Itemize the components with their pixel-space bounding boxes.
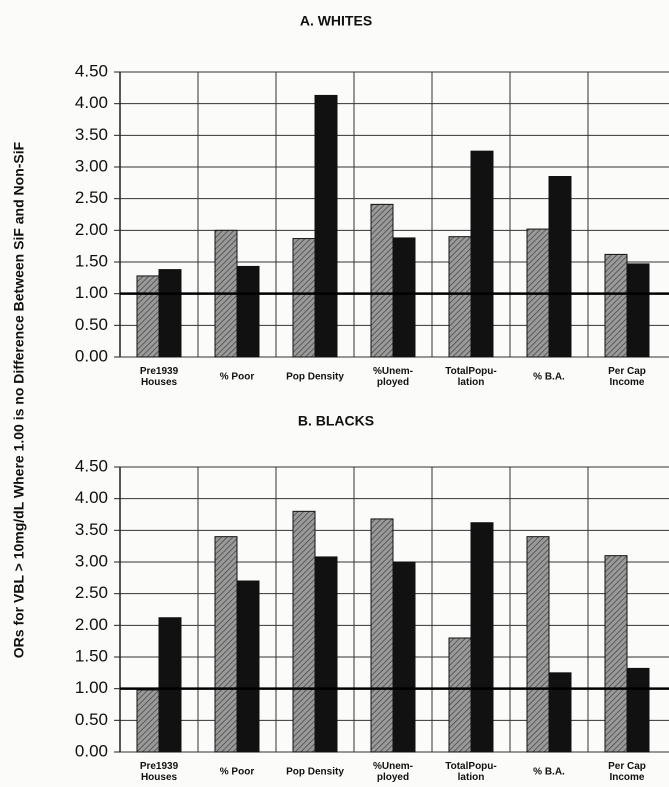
bar xyxy=(392,237,416,358)
bar xyxy=(526,536,550,753)
bar xyxy=(626,667,650,753)
bar xyxy=(448,236,472,358)
y-tick-label: 4.50 xyxy=(75,61,108,80)
y-tick-label: 3.50 xyxy=(75,125,108,144)
y-tick-label: 1.00 xyxy=(75,678,108,697)
y-tick-label: 1.00 xyxy=(75,283,108,302)
y-tick-label: 3.00 xyxy=(75,156,108,175)
y-tick-label: 2.50 xyxy=(75,583,108,602)
bar xyxy=(236,265,260,358)
x-tick-label: % Poor xyxy=(220,372,255,383)
y-tick-label: 4.50 xyxy=(75,456,108,475)
bar xyxy=(158,617,182,753)
y-tick-label: 0.50 xyxy=(75,710,108,729)
bar xyxy=(292,238,316,358)
x-tick-label: Pre1939 Houses xyxy=(140,366,179,388)
x-tick-label: %Unem-ployed xyxy=(373,366,413,388)
x-tick-label: Pop Density xyxy=(286,767,344,778)
bar xyxy=(214,536,238,753)
x-tick-label: Per Cap Income xyxy=(608,366,646,388)
y-tick-label: 4.00 xyxy=(75,488,108,507)
bar xyxy=(136,275,160,358)
bar xyxy=(314,94,338,358)
y-tick-label: 2.50 xyxy=(75,188,108,207)
bar xyxy=(136,689,160,753)
bar xyxy=(158,269,182,358)
y-tick-label: 1.50 xyxy=(75,251,108,270)
y-axis-label: ORs for VBL > 10mg/dL Where 1.00 is no D… xyxy=(11,141,27,658)
bar xyxy=(392,561,416,753)
y-tick-label: 3.50 xyxy=(75,520,108,539)
chart-title: B. BLACKS xyxy=(298,413,374,429)
x-tick-label: % B.A. xyxy=(533,767,565,778)
bar xyxy=(470,522,494,753)
bar xyxy=(448,637,472,753)
bar xyxy=(236,580,260,753)
y-tick-label: 2.00 xyxy=(75,220,108,239)
y-tick-label: 1.50 xyxy=(75,646,108,665)
x-tick-label: Per Cap Income xyxy=(608,761,646,783)
x-tick-label: Pre1939 Houses xyxy=(140,761,179,783)
y-tick-label: 0.00 xyxy=(75,741,108,760)
bar xyxy=(370,518,394,753)
bar xyxy=(604,253,628,358)
bar xyxy=(548,672,572,753)
bar xyxy=(548,176,572,358)
bar xyxy=(626,263,650,358)
bar xyxy=(292,510,316,753)
y-tick-label: 0.50 xyxy=(75,315,108,334)
x-tick-label: % Poor xyxy=(220,767,255,778)
y-tick-label: 2.00 xyxy=(75,615,108,634)
y-tick-label: 4.00 xyxy=(75,93,108,112)
x-tick-label: TotalPopu-lation xyxy=(445,761,496,783)
bar xyxy=(604,555,628,753)
bar xyxy=(314,556,338,753)
bar xyxy=(470,150,494,358)
bar xyxy=(370,203,394,358)
y-tick-label: 3.00 xyxy=(75,551,108,570)
y-tick-label: 0.00 xyxy=(75,346,108,365)
chart-title: A. WHITES xyxy=(300,13,372,29)
x-tick-label: TotalPopu-lation xyxy=(445,366,496,388)
x-tick-label: % B.A. xyxy=(533,372,565,383)
x-tick-label: %Unem-ployed xyxy=(373,761,413,783)
x-tick-label: Pop Density xyxy=(286,372,344,383)
